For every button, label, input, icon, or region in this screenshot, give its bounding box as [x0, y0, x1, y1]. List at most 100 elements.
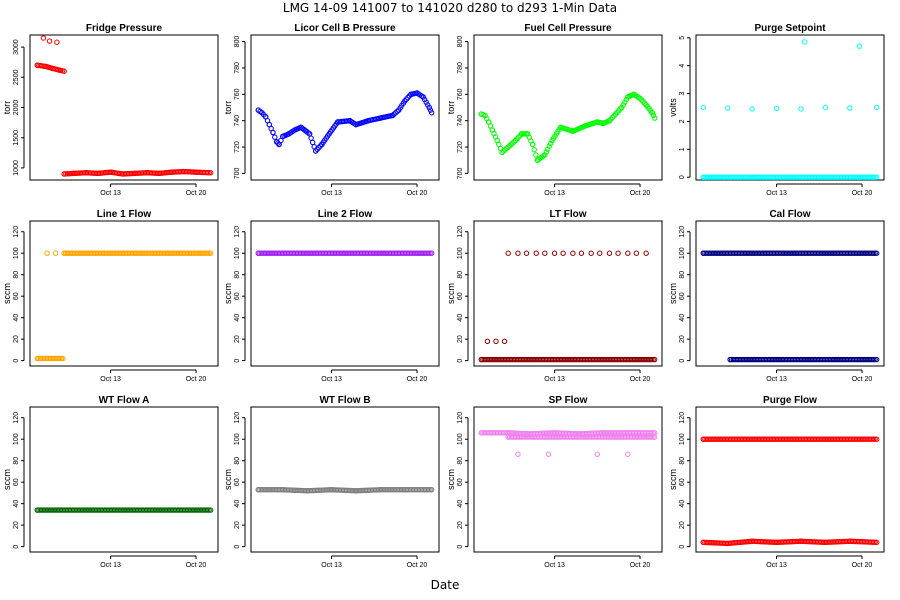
panel-5: Line 1 Flow 0 20 40 60 80 100 120 sccm Oct 13 Oct … [2, 209, 219, 383]
data-point [328, 487, 335, 493]
panel-1: Fridge Pressure 1000 1500 2000 2500 3000 torr O… [2, 23, 219, 197]
y-tick-label: 0 [679, 175, 686, 179]
data-point [700, 539, 707, 546]
y-tick-label: 100 [457, 247, 464, 259]
y-tick-label: 2 [679, 119, 686, 123]
panel-11: SP Flow 0 20 40 60 80 100 120 sccm Oct 13 Oct 20 [446, 395, 663, 569]
plot-frame [29, 220, 219, 367]
data-point [546, 143, 552, 149]
data-point [523, 250, 530, 256]
data-point [61, 171, 67, 177]
data-point [847, 105, 853, 111]
data-point [272, 134, 278, 140]
data-point [280, 487, 286, 493]
data-point [499, 149, 505, 156]
y-tick-label: 40 [679, 314, 686, 322]
plot-frame [695, 220, 885, 367]
panel-title: Line 2 Flow [318, 209, 373, 220]
data-point [650, 112, 657, 119]
y-tick-label: 120 [679, 412, 686, 424]
data-point [394, 108, 400, 115]
y-tick-label: 120 [457, 226, 464, 238]
data-point [700, 174, 707, 180]
data-point [52, 250, 59, 256]
data-point [873, 174, 880, 180]
data-point [132, 170, 138, 177]
panel-6: Line 2 Flow 0 20 40 60 80 100 120 sccm Oct 13 Oct … [223, 209, 440, 383]
data-point [493, 338, 499, 344]
x-tick-label: Oct 13 [766, 190, 787, 197]
y-tick-label: 4 [679, 64, 686, 68]
data-point [255, 107, 262, 113]
data-point [428, 487, 435, 493]
data-point [547, 140, 554, 147]
data-point [700, 104, 707, 111]
x-tick-label: Oct 20 [852, 562, 873, 569]
y-axis-label: sccm [668, 283, 678, 304]
data-point [873, 436, 880, 442]
data-point [631, 91, 637, 98]
y-tick-label: 20 [13, 335, 20, 343]
data-point [625, 250, 631, 256]
data-point [597, 250, 603, 256]
x-tick-label: Oct 13 [321, 562, 342, 569]
y-axis-label: sccm [668, 469, 678, 490]
data-point [749, 538, 755, 544]
y-tick-label: 60 [13, 478, 20, 486]
data-point [144, 170, 150, 176]
y-tick-label: 800 [457, 36, 464, 48]
y-tick-label: 120 [13, 412, 20, 424]
y-tick-label: 720 [457, 141, 464, 153]
y-tick-label: 760 [234, 88, 241, 100]
y-tick-label: 100 [13, 247, 20, 259]
y-tick-label: 780 [457, 62, 464, 74]
data-point [531, 146, 537, 153]
data-point [402, 98, 408, 104]
data-points [478, 91, 658, 163]
panel-2: Licor Cell B Pressure 700 720 740 760 780 800 t… [223, 23, 440, 197]
data-point [822, 104, 829, 111]
panel-9: WT Flow A 0 20 40 60 80 100 120 sccm Oct 13 Oct 20 [2, 395, 219, 569]
data-point [280, 133, 286, 140]
data-point [286, 131, 292, 137]
x-tick-label: Oct 20 [407, 562, 428, 569]
y-tick-label: 740 [457, 115, 464, 127]
x-tick-label: Oct 20 [630, 190, 651, 197]
y-tick-label: 0 [13, 359, 20, 363]
data-point [485, 119, 492, 125]
y-tick-label: 20 [13, 521, 20, 529]
data-point [505, 250, 511, 256]
data-point [612, 111, 619, 117]
data-point [255, 250, 262, 256]
data-point [505, 434, 511, 440]
data-point [120, 171, 126, 177]
y-tick-label: 800 [234, 36, 241, 48]
data-points [700, 250, 880, 363]
x-tick-label: Oct 20 [407, 190, 428, 197]
data-point [428, 250, 435, 256]
x-tick-label: Oct 13 [100, 562, 121, 569]
panel-12: Purge Flow 0 20 40 60 80 100 120 sccm Oct 13 Oct 2… [668, 395, 885, 569]
y-tick-label: 60 [679, 292, 686, 300]
panel-title: Cal Flow [769, 209, 810, 220]
data-point [34, 507, 41, 513]
panel-title: SP Flow [549, 395, 588, 406]
data-points [478, 250, 658, 363]
y-tick-label: 60 [13, 292, 20, 300]
data-points [255, 487, 435, 494]
data-point [501, 338, 508, 344]
x-tick-label: Oct 13 [766, 562, 787, 569]
y-tick-label: 20 [679, 521, 686, 529]
data-point [482, 112, 488, 119]
data-point [353, 488, 359, 494]
y-axis-label: sccm [2, 469, 12, 490]
panel-title: LT Flow [549, 209, 586, 220]
data-point [619, 104, 625, 111]
data-point [570, 128, 576, 134]
x-tick-label: Oct 20 [407, 376, 428, 383]
data-point [798, 106, 804, 112]
data-point [408, 91, 414, 98]
data-point [727, 356, 733, 363]
x-tick-label: Oct 20 [630, 562, 651, 569]
y-tick-label: 0 [13, 545, 20, 549]
